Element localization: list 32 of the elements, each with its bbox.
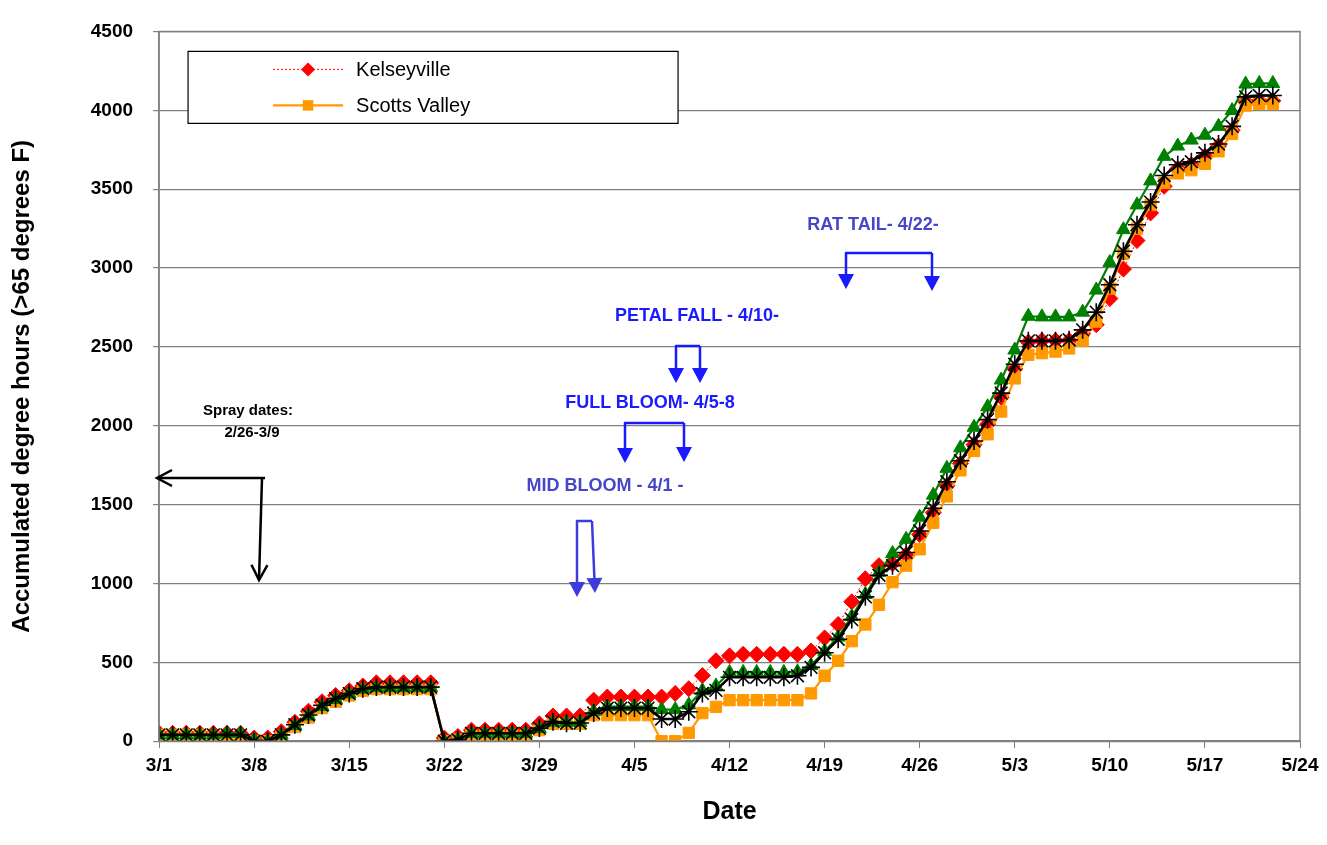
x-tick-label: 4/26 <box>901 753 939 775</box>
y-tick-label: 1000 <box>90 571 134 593</box>
y-tick-label: 0 <box>122 729 134 751</box>
x-tick-label: 4/19 <box>806 753 844 775</box>
y-tick-label: 3000 <box>90 256 134 278</box>
x-tick-label: 4/12 <box>711 753 749 775</box>
y-tick-label: 500 <box>101 650 134 672</box>
x-tick-label: 3/1 <box>145 753 173 775</box>
y-tick-label: 3500 <box>90 177 134 199</box>
x-axis-title: Date <box>702 795 757 824</box>
y-tick-label: 2500 <box>90 335 134 357</box>
x-tick-label: 5/10 <box>1091 753 1129 775</box>
y-tick-label: 2000 <box>90 413 134 435</box>
legend-label: Kelseyville <box>356 57 451 80</box>
annotation: Spray dates: 2/26-3/9 <box>202 401 294 441</box>
annotation: PETAL FALL - 4/10- <box>614 304 780 325</box>
annotation: FULL BLOOM- 4/5-8 <box>565 391 735 412</box>
annotation: RAT TAIL- 4/22- <box>807 213 939 234</box>
x-tick-label: 4/5 <box>621 753 649 775</box>
x-tick-label: 5/17 <box>1186 753 1224 775</box>
y-axis-title: Accumulated degree hours (>65 degrees F) <box>7 139 35 633</box>
y-tick-label: 4000 <box>90 98 134 120</box>
x-tick-label: 3/8 <box>240 753 268 775</box>
x-tick-label: 3/15 <box>330 753 369 775</box>
y-tick-label: 4500 <box>90 19 134 41</box>
annotation: MID BLOOM - 4/1 - <box>526 474 684 495</box>
legend-label: Scotts Valley <box>356 93 471 116</box>
x-tick-label: 5/3 <box>1001 753 1028 775</box>
x-tick-label: 5/24 <box>1281 753 1319 775</box>
x-tick-label: 3/22 <box>425 753 463 775</box>
y-tick-label: 1500 <box>90 492 134 514</box>
x-tick-label: 3/29 <box>520 753 558 775</box>
